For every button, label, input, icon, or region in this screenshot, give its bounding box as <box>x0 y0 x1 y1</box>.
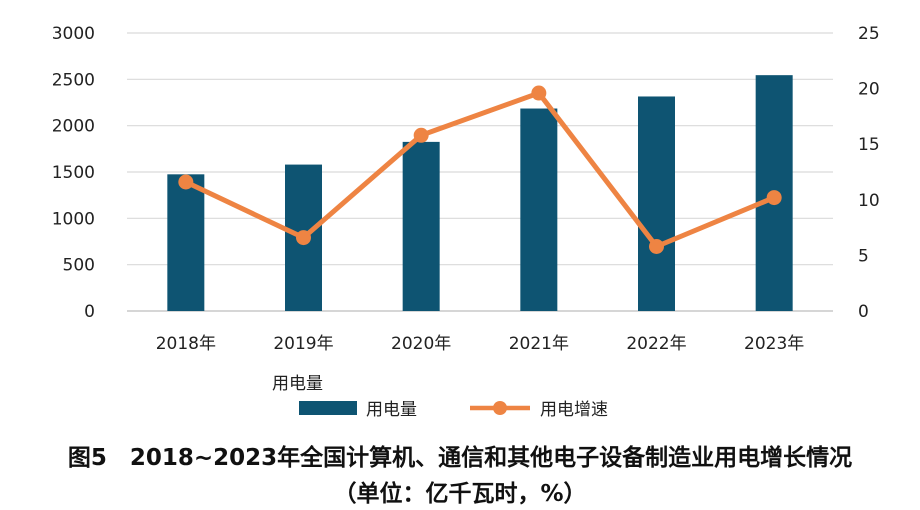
y-left-tick-label: 0 <box>84 302 95 322</box>
gridlines <box>127 32 833 312</box>
line-point <box>296 230 311 246</box>
y-left-tick-label: 2500 <box>52 70 95 90</box>
y-right-tick-label: 20 <box>858 80 880 100</box>
line-point <box>178 174 194 190</box>
y-right-tick-label: 25 <box>858 24 880 44</box>
x-axis-labels: 2018年 2019年 2020年 2021年 2022年 2023年 <box>156 334 805 354</box>
legend: 用电量 用电量 用电增速 <box>272 374 608 420</box>
bar <box>638 96 675 311</box>
x-tick-label: 2021年 <box>509 334 569 354</box>
bar-series <box>167 75 793 311</box>
legend-bar-swatch <box>299 401 357 415</box>
bar <box>402 141 440 311</box>
y-right-tick-label: 15 <box>858 135 880 155</box>
legend-title: 用电量 <box>272 374 323 394</box>
chart: 0 500 1000 1500 2000 2500 3000 0 5 10 15 20 25 2018… <box>52 24 880 420</box>
figure-caption-units: （单位：亿千瓦时，%） <box>333 481 587 507</box>
x-tick-label: 2018年 <box>156 334 216 354</box>
x-tick-label: 2020年 <box>391 334 451 354</box>
y-right-tick-label: 10 <box>858 191 880 211</box>
x-tick-label: 2023年 <box>744 334 804 354</box>
figure-caption: 图5 2018~2023年全国计算机、通信和其他电子设备制造业用电增长情况 <box>67 445 853 471</box>
y-left-tick-label: 3000 <box>52 24 95 44</box>
line-path <box>183 90 777 250</box>
legend-item-bar: 用电量 <box>366 400 417 420</box>
right-axis-ticks: 0 5 10 15 20 25 <box>858 24 880 322</box>
y-left-tick-label: 1500 <box>52 163 95 183</box>
line-point <box>649 239 664 255</box>
line-point <box>766 190 782 206</box>
y-left-tick-label: 1000 <box>52 209 95 229</box>
left-axis-ticks: 0 500 1000 1500 2000 2500 3000 <box>52 24 95 322</box>
bar <box>520 108 558 311</box>
x-tick-label: 2022年 <box>626 334 686 354</box>
y-right-tick-label: 0 <box>858 302 869 322</box>
bar <box>167 174 205 311</box>
y-left-tick-label: 500 <box>63 256 95 276</box>
legend-line-marker <box>493 401 507 415</box>
y-left-tick-label: 2000 <box>52 117 95 137</box>
line-point <box>413 127 429 143</box>
x-tick-label: 2019年 <box>273 334 333 354</box>
y-right-tick-label: 5 <box>858 246 869 266</box>
line-series <box>178 85 782 255</box>
line-point <box>531 85 547 101</box>
legend-item-line: 用电增速 <box>540 400 608 420</box>
